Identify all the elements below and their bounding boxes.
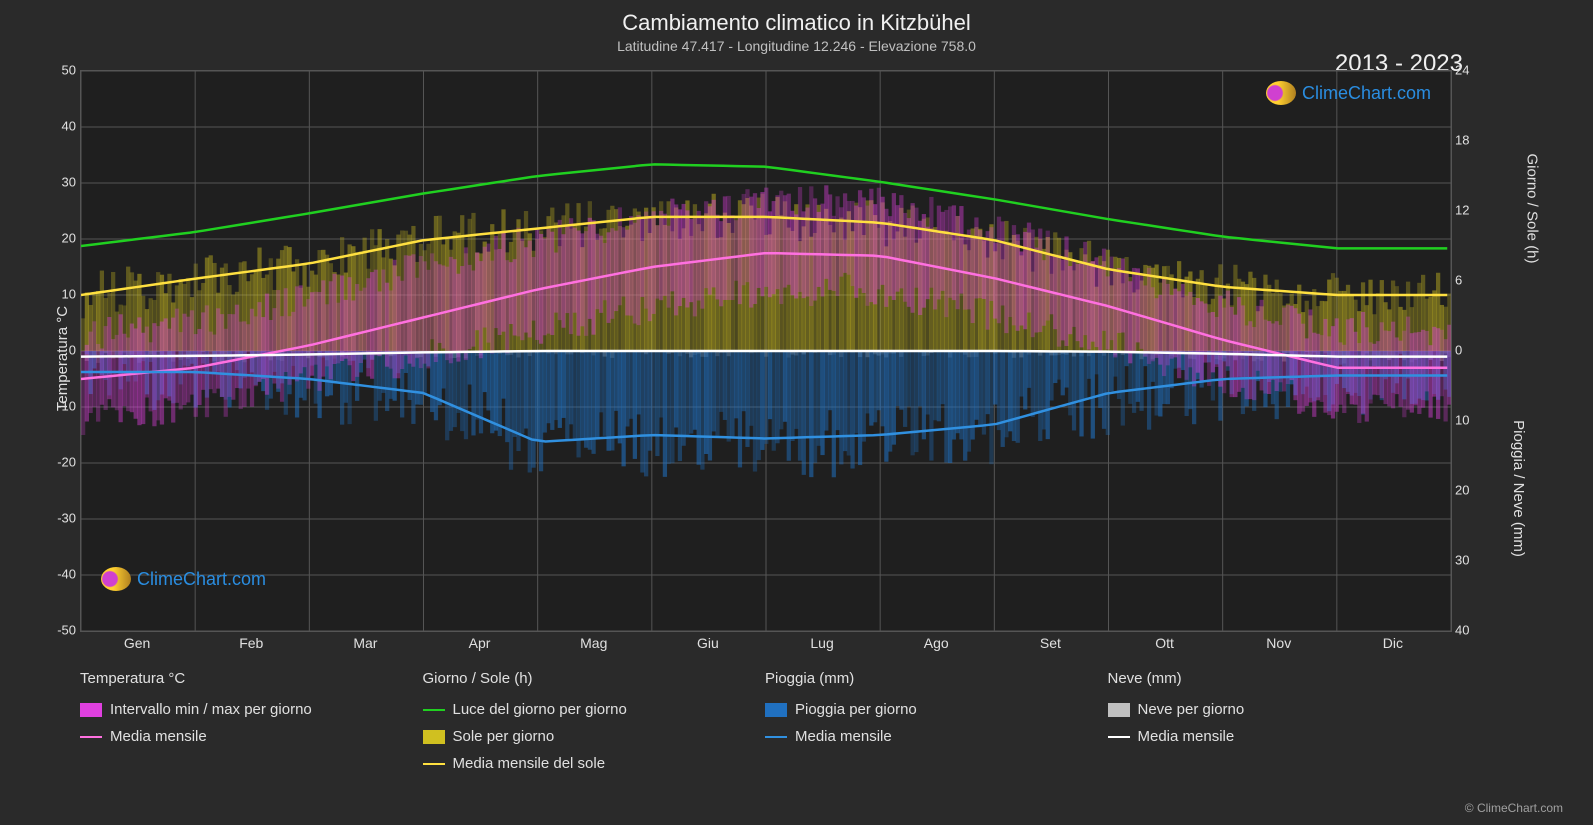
legend-column: Pioggia (mm) Pioggia per giorno Media mens… [765,670,1108,772]
x-tick-month: Gen [124,635,150,651]
legend-label: Media mensile [110,728,207,745]
legend-line-icon [423,709,445,711]
y-axis-right-bottom-label: Pioggia / Neve (mm) [1510,420,1527,557]
y-tick-left: 40 [46,119,76,134]
x-ticks: Gen Feb Mar Apr Mag Giu Lug Ago Set Ott Nov Dic [80,635,1450,655]
y-tick-right: 0 [1455,343,1462,358]
legend-item: Media mensile [765,728,1108,745]
x-tick-month: Ott [1155,635,1174,651]
y-tick-right: 30 [1455,553,1469,568]
x-tick-month: Ago [924,635,949,651]
legend: Temperatura °C Intervallo min / max per g… [80,670,1450,772]
legend-swatch-icon [423,730,445,744]
y-tick-left: -10 [46,399,76,414]
y-tick-left: 50 [46,63,76,78]
y-tick-left: 10 [46,287,76,302]
legend-label: Media mensile [1138,728,1235,745]
legend-label: Luce del giorno per giorno [453,701,627,718]
legend-column: Neve (mm) Neve per giorno Media mensile [1108,670,1451,772]
legend-swatch-icon [80,703,102,717]
legend-line-icon [423,763,445,765]
legend-header: Temperatura °C [80,670,423,687]
legend-column: Giorno / Sole (h) Luce del giorno per gio… [423,670,766,772]
climechart-logo-icon [1266,81,1296,105]
y-tick-right: 24 [1455,63,1469,78]
legend-line-icon [80,736,102,738]
x-tick-month: Set [1040,635,1061,651]
watermark-text: ClimeChart.com [1302,83,1431,104]
y-tick-left: -40 [46,567,76,582]
y-tick-right: 10 [1455,413,1469,428]
y-tick-left: -30 [46,511,76,526]
x-tick-month: Lug [810,635,833,651]
chart-container: Cambiamento climatico in Kitzbühel Latit… [0,0,1593,825]
watermark-top: ClimeChart.com [1266,81,1431,105]
x-tick-month: Dic [1383,635,1403,651]
x-tick-month: Apr [469,635,491,651]
y-tick-right: 40 [1455,623,1469,638]
legend-item: Luce del giorno per giorno [423,701,766,718]
legend-item: Media mensile [80,728,423,745]
legend-item: Neve per giorno [1108,701,1451,718]
y-tick-right: 18 [1455,133,1469,148]
y-tick-left: -50 [46,623,76,638]
legend-swatch-icon [1108,703,1130,717]
copyright: © ClimeChart.com [1465,801,1563,815]
legend-label: Media mensile [795,728,892,745]
legend-item: Media mensile [1108,728,1451,745]
chart-title: Cambiamento climatico in Kitzbühel [0,10,1593,36]
watermark-bottom: ClimeChart.com [101,567,266,591]
watermark-text: ClimeChart.com [137,569,266,590]
plot-area: ClimeChart.com ClimeChart.com [80,70,1452,632]
legend-item: Media mensile del sole [423,755,766,772]
y-tick-left: 30 [46,175,76,190]
y-tick-right: 20 [1455,483,1469,498]
y-axis-right-top-label: Giorno / Sole (h) [1523,153,1540,263]
y-tick-right: 12 [1455,203,1469,218]
climechart-logo-icon [101,567,131,591]
y-tick-left: 0 [46,343,76,358]
legend-label: Neve per giorno [1138,701,1245,718]
plot-svg [81,71,1451,631]
legend-item: Sole per giorno [423,728,766,745]
x-tick-month: Giu [697,635,719,651]
y-ticks-right: 2418126010203040 [1455,70,1485,630]
legend-item: Pioggia per giorno [765,701,1108,718]
x-tick-month: Nov [1266,635,1291,651]
x-tick-month: Feb [239,635,263,651]
y-ticks-left: 50403020100-10-20-30-40-50 [46,70,76,630]
legend-line-icon [1108,736,1130,738]
legend-swatch-icon [765,703,787,717]
y-tick-left: -20 [46,455,76,470]
legend-header: Giorno / Sole (h) [423,670,766,687]
legend-label: Media mensile del sole [453,755,606,772]
y-tick-right: 6 [1455,273,1462,288]
legend-label: Pioggia per giorno [795,701,917,718]
legend-column: Temperatura °C Intervallo min / max per g… [80,670,423,772]
legend-label: Intervallo min / max per giorno [110,701,312,718]
x-tick-month: Mag [580,635,607,651]
legend-header: Pioggia (mm) [765,670,1108,687]
legend-line-icon [765,736,787,738]
x-tick-month: Mar [353,635,377,651]
y-tick-left: 20 [46,231,76,246]
legend-label: Sole per giorno [453,728,555,745]
legend-header: Neve (mm) [1108,670,1451,687]
legend-item: Intervallo min / max per giorno [80,701,423,718]
